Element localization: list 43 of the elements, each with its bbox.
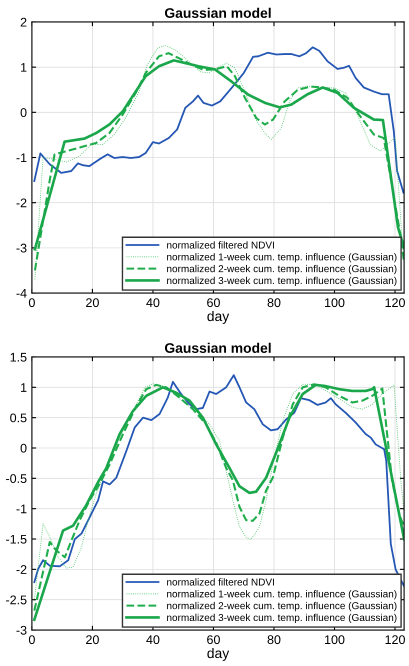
y-tick-label: -2 bbox=[16, 565, 26, 574]
legend-label: normalized 1-week cum. temp. influence (Gaussian) bbox=[167, 253, 396, 262]
y-tick-label: 0 bbox=[20, 108, 27, 117]
x-axis-title: day bbox=[207, 310, 230, 324]
y-tick-label: 0.5 bbox=[10, 413, 27, 422]
x-tick-label: 100 bbox=[325, 298, 344, 308]
x-tick-label: 40 bbox=[146, 635, 160, 644]
x-tick-label: 120 bbox=[386, 298, 405, 308]
y-tick-label: -3 bbox=[16, 626, 26, 635]
y-tick-label: 1.5 bbox=[10, 352, 27, 362]
y-tick-label: 0 bbox=[20, 444, 27, 453]
legend-label: normalized 2-week cum. temp. influence (Gaussian) bbox=[167, 602, 396, 612]
y-tick-label: 1 bbox=[21, 383, 26, 392]
chart-title: Gaussian model bbox=[164, 8, 271, 18]
x-tick-label: 80 bbox=[268, 635, 280, 644]
y-tick-label: -3 bbox=[16, 244, 26, 253]
y-tick-label: 2 bbox=[20, 18, 26, 27]
x-tick-label: 60 bbox=[207, 298, 220, 308]
chart-title: Gaussian model bbox=[164, 342, 271, 353]
y-tick-label: -1 bbox=[16, 504, 26, 514]
y-tick-label: -1.5 bbox=[6, 534, 27, 544]
y-tick-label: -4 bbox=[16, 288, 27, 298]
y-tick-label: -2 bbox=[16, 198, 26, 208]
x-tick-label: 20 bbox=[86, 635, 99, 644]
x-tick-label: 60 bbox=[207, 635, 220, 644]
legend-label: normalized 3-week cum. temp. influence (Gaussian) bbox=[167, 614, 396, 624]
legend-label: normalized 1-week cum. temp. influence (Gaussian) bbox=[167, 590, 396, 600]
x-tick-label: 0 bbox=[28, 635, 35, 644]
x-tick-label: 20 bbox=[86, 298, 99, 308]
x-tick-label: 80 bbox=[268, 298, 280, 308]
legend-label: normalized filtered NDVI bbox=[167, 241, 274, 249]
x-tick-label: 40 bbox=[146, 298, 160, 308]
x-tick-label: 0 bbox=[28, 298, 35, 308]
y-tick-label: -2.5 bbox=[6, 595, 27, 604]
x-tick-label: 120 bbox=[386, 635, 405, 644]
y-tick-label: -0.5 bbox=[6, 474, 27, 483]
x-axis-title: day bbox=[207, 648, 230, 661]
legend-label: normalized filtered NDVI bbox=[167, 578, 274, 586]
y-tick-label: 1 bbox=[21, 63, 26, 72]
legend-label: normalized 2-week cum. temp. influence (Gaussian) bbox=[167, 264, 396, 274]
legend-label: normalized 3-week cum. temp. influence (Gaussian) bbox=[167, 276, 396, 286]
x-tick-label: 100 bbox=[325, 635, 344, 644]
y-tick-label: -1 bbox=[16, 153, 26, 162]
